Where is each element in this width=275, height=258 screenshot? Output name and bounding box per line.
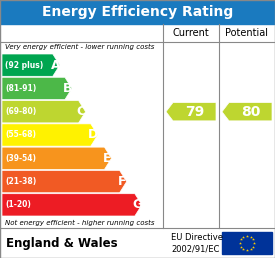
Text: C: C [76,105,86,118]
Text: Energy Efficiency Rating: Energy Efficiency Rating [42,5,233,19]
Text: (39-54): (39-54) [5,154,36,163]
Polygon shape [166,103,216,121]
Polygon shape [2,194,142,216]
Text: F: F [118,175,126,188]
Text: E: E [103,152,111,165]
Text: A: A [50,59,60,72]
Polygon shape [2,124,98,146]
Text: EU Directive
2002/91/EC: EU Directive 2002/91/EC [171,233,223,253]
Bar [222,232,272,254]
Text: B: B [63,82,72,95]
Polygon shape [2,101,86,123]
Polygon shape [2,147,111,170]
Polygon shape [2,171,127,193]
Text: D: D [88,128,98,141]
Polygon shape [2,77,72,100]
Polygon shape [222,103,272,121]
Text: Very energy efficient - lower running costs: Very energy efficient - lower running co… [5,44,154,50]
Text: (21-38): (21-38) [5,177,36,186]
Bar [0,0,275,24]
Text: (69-80): (69-80) [5,107,36,116]
Text: (55-68): (55-68) [5,131,36,140]
Text: 80: 80 [241,105,260,119]
Text: (1-20): (1-20) [5,200,31,209]
Text: England & Wales: England & Wales [6,237,118,249]
Text: Current: Current [173,28,209,38]
Text: Not energy efficient - higher running costs: Not energy efficient - higher running co… [5,220,155,226]
Text: (92 plus): (92 plus) [5,61,43,70]
Polygon shape [2,54,60,76]
Text: (81-91): (81-91) [5,84,36,93]
Text: G: G [132,198,142,211]
Text: Potential: Potential [226,28,268,38]
Text: 79: 79 [185,105,204,119]
